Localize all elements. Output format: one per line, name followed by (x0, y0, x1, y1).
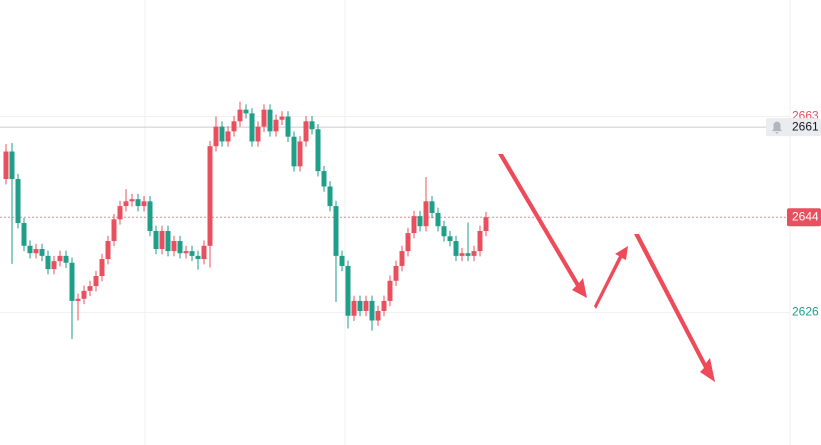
candle-body (21, 223, 27, 246)
candle-body (219, 126, 225, 142)
candle-body (453, 241, 459, 256)
candle-body (81, 290, 87, 299)
candle-body (483, 217, 489, 231)
candle-body (75, 298, 81, 301)
candle-body (195, 255, 201, 260)
candle-body (117, 206, 123, 220)
arrow (498, 154, 587, 298)
candle-body (369, 300, 375, 321)
candle-body (153, 230, 159, 249)
candle-body (255, 126, 261, 142)
candle-body (63, 255, 69, 263)
candle-body (237, 109, 243, 122)
candle-body (333, 206, 339, 256)
candle-body (123, 201, 129, 207)
candle-body (345, 265, 351, 316)
candle-body (291, 136, 297, 167)
alert-label: 2661 (792, 119, 819, 133)
candle-body (177, 241, 183, 254)
arrow (634, 234, 715, 382)
candle-body (417, 216, 423, 227)
candle-body (423, 201, 429, 227)
candle-body (459, 253, 465, 256)
candle-body (57, 255, 63, 262)
candle-body (261, 109, 267, 127)
candle-body (351, 300, 357, 316)
last-price-label: 2644 (792, 209, 819, 223)
candle-body (273, 119, 279, 132)
candle-body (321, 171, 327, 187)
candle-body (471, 251, 477, 256)
candle-body (3, 151, 9, 180)
candle-body (225, 131, 231, 142)
candle-body (135, 199, 141, 207)
candle-body (33, 248, 39, 254)
candle-body (399, 251, 405, 266)
candle-body (15, 179, 21, 224)
candle-body (39, 248, 45, 256)
candle-body (441, 226, 447, 237)
alert-label-bg (766, 118, 821, 137)
candle-body (267, 109, 273, 132)
candle-body (393, 265, 399, 281)
candle-body (213, 126, 219, 147)
y-tick-label: 2626 (792, 305, 819, 319)
candle-body (45, 255, 51, 270)
candle-body (363, 300, 369, 311)
candle-body (285, 116, 291, 137)
candle-body (429, 201, 435, 213)
arrow (594, 246, 628, 309)
candle-body (9, 151, 15, 180)
candle-body (171, 241, 177, 252)
candle-body (279, 116, 285, 120)
candle-body (93, 276, 99, 287)
candle-body (147, 201, 153, 231)
candle-body (477, 230, 483, 252)
candle-body (105, 241, 111, 260)
candle-body (207, 146, 213, 246)
candle-body (165, 230, 171, 252)
candle-body (411, 216, 417, 234)
candle-body (111, 219, 117, 242)
candle-body (303, 121, 309, 142)
candle-body (315, 129, 321, 172)
candle-body (129, 199, 135, 202)
candle-body (405, 233, 411, 252)
candle-body (231, 121, 237, 132)
candle-body (387, 280, 393, 301)
bell-icon (772, 121, 782, 134)
candle-body (27, 245, 33, 254)
plot (0, 101, 790, 340)
forecast-arrows (498, 154, 715, 382)
candle-body (243, 109, 249, 114)
candle-body (375, 310, 381, 321)
candle-body (297, 141, 303, 167)
candle-body (249, 113, 255, 142)
candle-body (447, 236, 453, 242)
candle-body (465, 253, 471, 256)
candle-body (309, 121, 315, 130)
candle-body (339, 255, 345, 266)
candle-body (201, 245, 207, 260)
candle-body (183, 251, 189, 254)
candle-body (357, 300, 363, 311)
candle-body (141, 201, 147, 207)
candle-body (381, 300, 387, 311)
candle-body (51, 261, 57, 270)
candle-body (327, 186, 333, 207)
candle-body (189, 251, 195, 256)
candle-body (435, 212, 441, 227)
candle-body (99, 259, 105, 277)
candle-body (87, 286, 93, 291)
candle-body (69, 262, 75, 301)
last-price-label-bg (787, 208, 821, 227)
candle-body (159, 230, 165, 249)
